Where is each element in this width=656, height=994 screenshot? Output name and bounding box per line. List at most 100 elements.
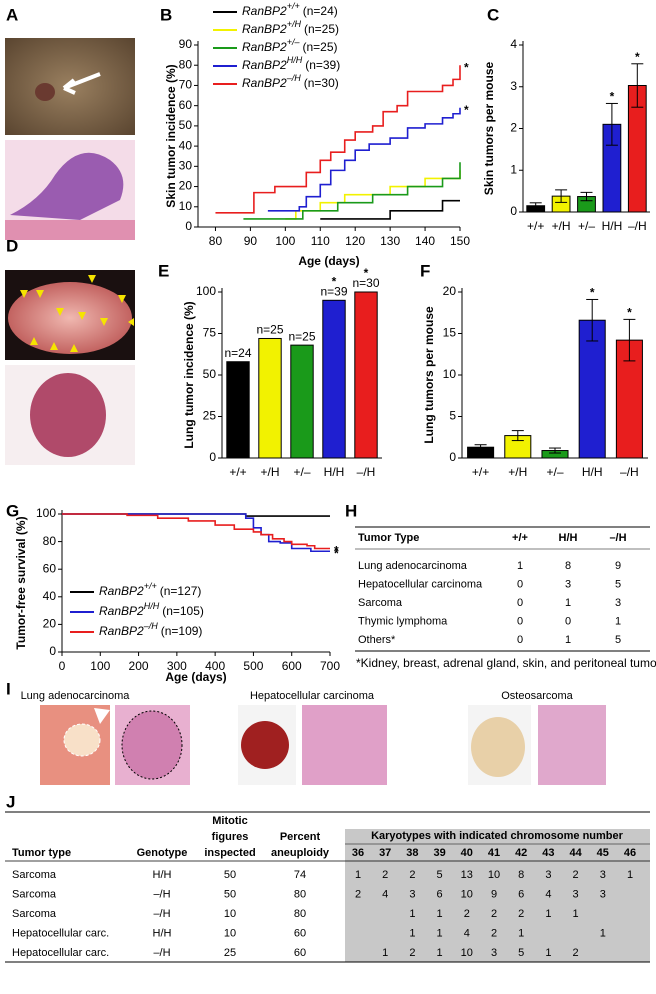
table-cell: 1 [545,947,551,959]
table-cell: –/H [153,908,170,920]
legend-genotype: –/H [143,621,159,631]
table-cell: 9 [491,888,497,900]
table-cell: H/H [153,927,172,939]
arrowhead [94,708,110,724]
legend-count: (n=24) [303,4,338,18]
table-cell: 1 [409,927,415,939]
table-cell: 2 [491,908,497,920]
tumor-section [30,373,106,457]
table-cell: 10 [224,908,236,920]
x-tick-label: 200 [129,659,149,673]
table-cell: 1 [409,908,415,920]
legend-name: RanBP2 [242,40,287,54]
tumor [35,83,55,101]
panel-label: G [6,501,19,520]
bar [322,299,346,459]
legend-genotype: –/H [286,73,302,83]
legend-name: RanBP2 [242,76,287,90]
y-tick-label: 50 [203,367,217,381]
series-line [215,65,461,214]
x-tick-label: +/H [260,465,279,479]
table-cell: Lung adenocarcinoma [358,560,468,572]
legend-label: RanBP2+/+ (n=127) [99,581,201,598]
table-cell: 3 [615,597,621,609]
arrowheads [20,275,134,352]
legend-label: RanBP2–/H (n=109) [99,621,202,638]
x-tick-label: 90 [244,234,258,248]
y-tick-label: 80 [179,57,193,71]
legend-genotype: +/– [287,37,301,47]
column-header: –/H [609,532,626,544]
table-cell: 2 [355,888,361,900]
table-cell: 3 [600,869,606,881]
legend-count: (n=30) [304,76,339,90]
x-tick-label: –/H [628,219,647,233]
table-cell: Sarcoma [12,869,57,881]
table-cell: 10 [461,888,473,900]
y-tick-label: 100 [196,284,216,298]
significance-mark: * [464,103,469,117]
column-header: H/H [559,532,578,544]
table-cell: 1 [355,869,361,881]
column-header: 42 [515,847,527,859]
table-cell: 2 [573,947,579,959]
legend-genotype: H/H [287,55,303,65]
caption: Osteosarcoma [501,690,573,702]
table-cell: 5 [615,578,621,590]
table-cell: 4 [545,888,551,900]
table-cell: Hepatocellular carc. [12,927,109,939]
y-tick-label: 3 [510,79,517,93]
table-cell: 0 [517,597,523,609]
x-tick-label: –/H [357,465,376,479]
y-tick-label: 2 [510,121,517,135]
panel-label: E [158,261,169,280]
table-cell: 80 [294,888,306,900]
y-axis-label: Skin tumor incidence (%) [164,64,178,207]
x-tick-label: +/+ [229,465,246,479]
y-axis-label: Skin tumors per mouse [482,61,496,195]
tumor-outline [63,723,101,757]
table-cell: 4 [382,888,388,900]
table-cell: 3 [491,947,497,959]
column-header: 44 [569,847,582,859]
significance-mark: * [610,90,615,104]
x-tick-label: 600 [282,659,302,673]
table-cell: 1 [517,560,523,572]
legend-name: RanBP2 [242,22,287,36]
x-tick-label: +/H [552,219,571,233]
panel-label: F [420,261,430,280]
y-tick-label: 80 [43,534,57,548]
x-tick-label: 150 [450,234,470,248]
tumor-outline [121,710,183,780]
table-cell: Sarcoma [358,597,403,609]
x-tick-label: –/H [620,465,639,479]
x-tick-label: +/– [293,465,310,479]
tumor [471,717,525,777]
x-axis-label: Age (days) [165,670,226,684]
y-tick-label: 0 [510,204,517,218]
y-tick-label: 100 [36,506,56,520]
panel-label: A [6,5,18,24]
legend-name: RanBP2 [99,584,144,598]
table-cell: 25 [224,947,236,959]
table-cell: Others* [358,634,396,646]
table-cell: 50 [224,869,236,881]
legend-name: RanBP2 [242,4,287,18]
column-header: 37 [379,847,391,859]
column-header: 40 [461,847,473,859]
caption: Lung adenocarcinoma [21,690,131,702]
legend-label: RanBP2+/+ (n=24) [242,1,338,18]
table-cell: Sarcoma [12,888,57,900]
y-tick-label: 15 [443,326,457,340]
legend-count: (n=25) [302,40,337,54]
panel-label: B [160,5,172,24]
table-cell: 60 [294,947,306,959]
x-tick-label: H/H [582,465,603,479]
bar [290,344,314,459]
legend-label: RanBP2H/H (n=39) [242,55,340,72]
y-tick-label: 90 [179,37,193,51]
x-tick-label: +/H [508,465,527,479]
table-cell: 2 [464,908,470,920]
x-tick-label: 100 [90,659,110,673]
table-cell: 1 [545,908,551,920]
